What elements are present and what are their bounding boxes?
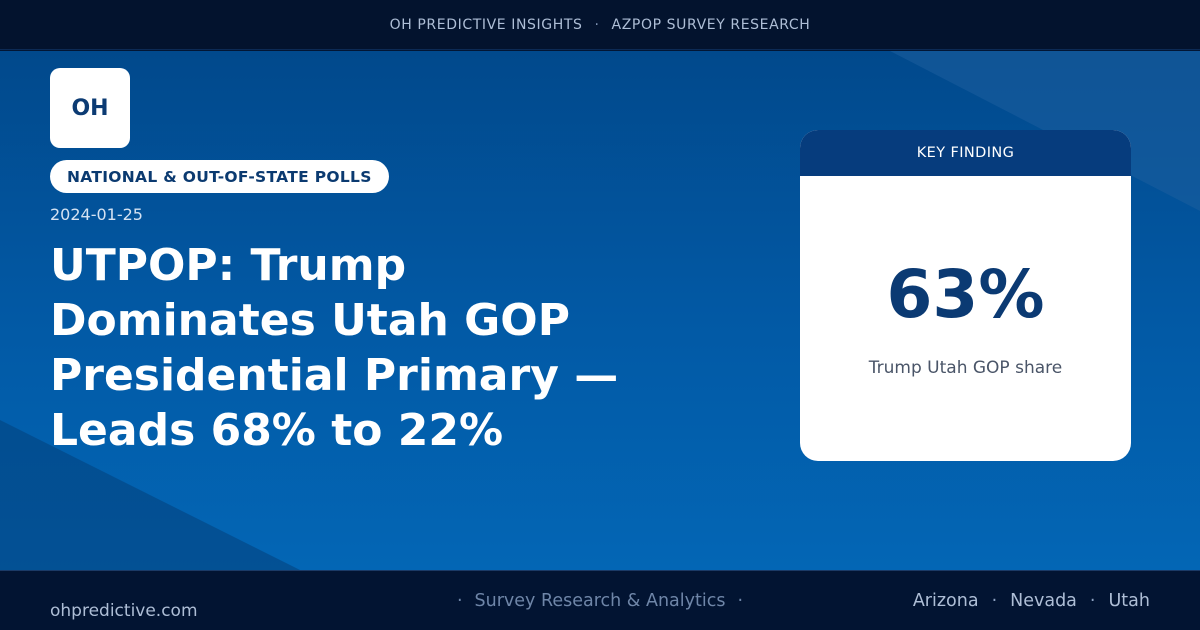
state-nevada: Nevada (1010, 591, 1077, 611)
separator-dot: · (456, 591, 463, 611)
key-finding-value: 63% (886, 256, 1045, 333)
publish-date: 2024-01-25 (50, 205, 143, 224)
separator-dot: · (737, 591, 744, 611)
page-title: UTPOP: Trump Dominates Utah GOP Presiden… (50, 240, 619, 456)
category-badge: NATIONAL & OUT-OF-STATE POLLS (50, 160, 389, 193)
separator-dot: · (1089, 591, 1096, 611)
footer-tagline: · Survey Research & Analytics · (0, 591, 1200, 611)
separator-dot: · (594, 16, 600, 33)
state-list: Arizona · Nevada · Utah (913, 591, 1150, 611)
key-finding-card: KEY FINDING 63% Trump Utah GOP share (800, 130, 1131, 461)
top-banner: OH PREDICTIVE INSIGHTS · AZPOP SURVEY RE… (0, 0, 1200, 50)
state-utah: Utah (1108, 591, 1151, 611)
footer: ohpredictive.com · Survey Research & Anal… (0, 570, 1200, 630)
website-link[interactable]: ohpredictive.com (50, 601, 198, 621)
org-name: OH PREDICTIVE INSIGHTS (389, 16, 583, 33)
key-finding-header: KEY FINDING (800, 130, 1131, 176)
brand-name: AZPOP SURVEY RESEARCH (611, 16, 811, 33)
logo: OH (50, 68, 130, 148)
key-finding-label: Trump Utah GOP share (868, 358, 1063, 378)
separator-dot: · (991, 591, 998, 611)
tagline-text: Survey Research & Analytics (474, 591, 726, 611)
state-arizona: Arizona (912, 591, 979, 611)
